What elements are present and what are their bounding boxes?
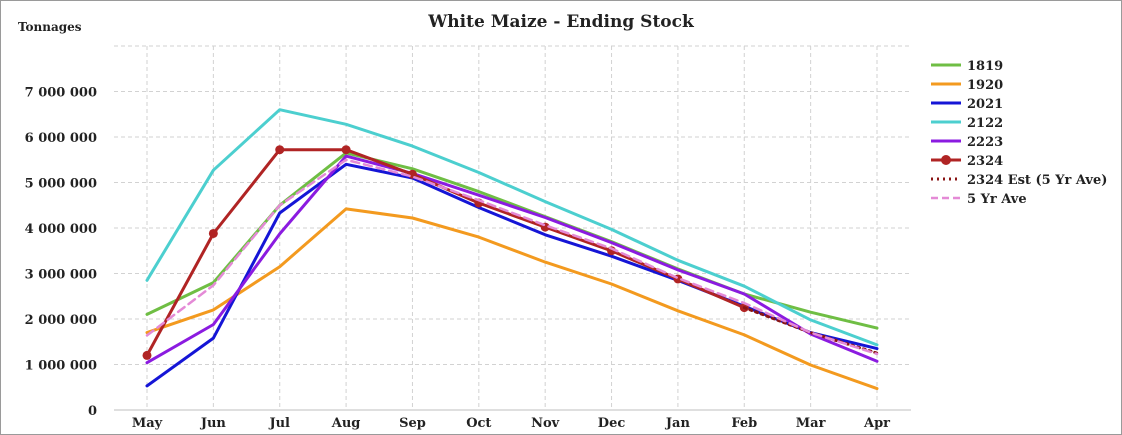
data-point xyxy=(341,145,351,155)
series-2223 xyxy=(145,154,879,365)
legend-label: 2324 Est (5 Yr Ave) xyxy=(967,173,1107,188)
x-tick-label: Dec xyxy=(598,416,626,431)
x-tick-label: Apr xyxy=(863,416,890,431)
series-line xyxy=(145,158,879,356)
legend-label: 2021 xyxy=(967,97,1003,112)
series-2122 xyxy=(145,108,879,347)
legend-item: 2324 Est (5 Yr Ave) xyxy=(931,173,1107,188)
data-point xyxy=(275,145,285,155)
x-tick-label: May xyxy=(132,416,163,431)
chart-title: White Maize - Ending Stock xyxy=(427,12,695,32)
legend-item: 1819 xyxy=(931,59,1003,74)
x-axis-ticks: May Jun Jul Aug Sep Oct Nov Dec Jan Feb Mar Apr xyxy=(132,416,890,431)
legend-item: 2021 xyxy=(931,97,1003,112)
gridlines xyxy=(114,45,911,411)
y-tick-label: 5 000 000 xyxy=(25,177,97,192)
x-tick-label: Mar xyxy=(796,416,826,431)
legend-label: 2324 xyxy=(967,154,1003,169)
legend: 1819 1920 2021 2122 2223 2324 2324 Est (5 Yr A… xyxy=(931,59,1107,207)
legend-label: 2223 xyxy=(967,135,1003,150)
series-1920 xyxy=(145,207,879,391)
y-axis-label: Tonnages xyxy=(18,20,82,34)
series-line xyxy=(145,154,879,365)
x-tick-label: Nov xyxy=(531,416,560,431)
y-tick-label: 1 000 000 xyxy=(25,359,97,374)
y-axis-ticks: 0 1 000 000 2 000 000 3 000 000 4 000 000 5 0… xyxy=(25,86,97,420)
series-lines xyxy=(142,108,879,391)
data-point xyxy=(142,350,152,360)
legend-label: 2122 xyxy=(967,116,1003,131)
legend-item: 1920 xyxy=(931,78,1003,93)
y-tick-label: 3 000 000 xyxy=(25,268,97,283)
y-tick-label: 2 000 000 xyxy=(25,313,97,328)
series-line xyxy=(145,207,879,391)
series-line xyxy=(145,162,879,388)
legend-marker xyxy=(941,155,951,165)
legend-item: 2324 xyxy=(931,154,1003,169)
x-tick-label: Jan xyxy=(665,416,691,431)
x-tick-label: Jun xyxy=(200,416,227,431)
data-point xyxy=(208,228,218,238)
legend-label: 5 Yr Ave xyxy=(967,192,1027,207)
legend-label: 1819 xyxy=(967,59,1003,74)
legend-item: 5 Yr Ave xyxy=(931,192,1027,207)
y-tick-label: 6 000 000 xyxy=(25,131,97,146)
legend-item: 2223 xyxy=(931,135,1003,150)
series-5-yr-ave xyxy=(145,158,879,356)
y-tick-label: 0 xyxy=(88,404,97,419)
x-tick-label: Oct xyxy=(466,416,491,431)
series-2021 xyxy=(145,162,879,388)
y-tick-label: 4 000 000 xyxy=(25,222,97,237)
x-tick-label: Sep xyxy=(399,416,426,431)
series-line xyxy=(145,108,879,347)
x-tick-label: Feb xyxy=(731,416,757,431)
legend-item: 2122 xyxy=(931,116,1003,131)
x-tick-label: Jul xyxy=(268,416,290,431)
x-tick-label: Aug xyxy=(331,416,361,431)
legend-label: 1920 xyxy=(967,78,1003,93)
y-tick-label: 7 000 000 xyxy=(25,86,97,101)
